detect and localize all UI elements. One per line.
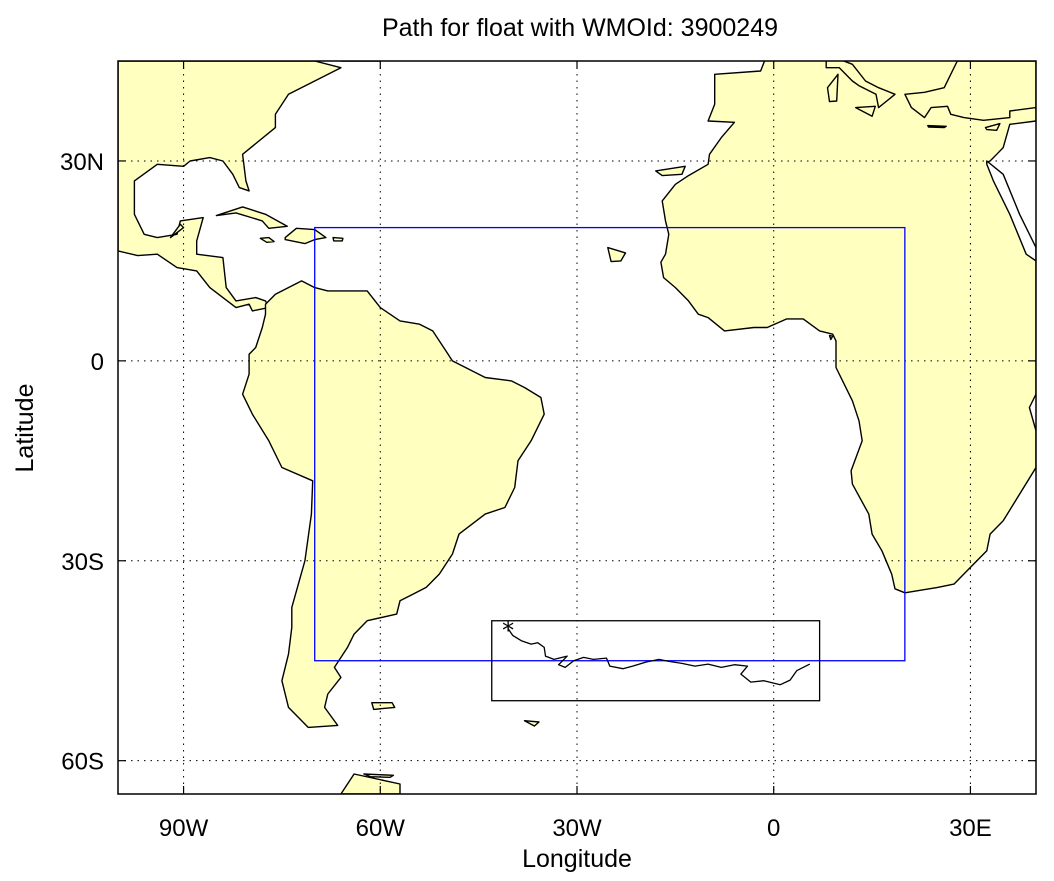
float-start-marker: * — [502, 617, 514, 645]
x-tick-label: 0 — [767, 815, 780, 842]
map-plot-area: * — [118, 61, 1036, 794]
x-tick-label: 90W — [159, 815, 209, 842]
land-crete — [927, 124, 947, 129]
axis-ticks: 90W 60W 30W 0 30E 30N 0 30S 60S — [60, 61, 1036, 842]
land-cape-verde — [607, 246, 627, 263]
land-falklands — [371, 702, 396, 711]
land-yucatan-bay — [169, 223, 185, 239]
land-jamaica — [259, 236, 275, 243]
land-americas-north — [118, 61, 342, 312]
land-antarctic-peninsula — [340, 773, 401, 794]
land-sicily — [855, 105, 876, 117]
land-canary — [655, 165, 686, 177]
x-tick-label: 30E — [949, 815, 992, 842]
y-tick-label: 30N — [60, 149, 104, 176]
y-tick-label: 60S — [61, 749, 104, 776]
land-south-america — [241, 280, 545, 729]
land-italy — [825, 61, 896, 109]
y-tick-label: 0 — [91, 349, 104, 376]
region-boxes — [314, 226, 906, 702]
land-puerto-rico — [332, 236, 344, 242]
land-cuba — [215, 206, 288, 229]
land-sardinia-corsica — [826, 73, 839, 103]
region-box — [314, 226, 906, 662]
y-tick-label: 30S — [61, 549, 104, 576]
x-tick-label: 30W — [552, 815, 602, 842]
land-south-shetlands — [363, 773, 395, 778]
land-south-georgia — [523, 720, 540, 727]
float-path-box — [491, 620, 821, 702]
x-tick-label: 60W — [356, 815, 406, 842]
land-greece-turkey — [904, 61, 1036, 121]
land-masses — [118, 61, 1036, 794]
land-africa-europe — [660, 61, 1036, 594]
land-cyprus — [984, 122, 1001, 131]
land-hispaniola — [284, 227, 327, 245]
float-trajectory: * — [502, 617, 811, 686]
sea-gulf-of-st-lawnence — [340, 61, 381, 62]
sea-red-sea — [986, 160, 1036, 262]
y-axis-title: Latitude — [11, 384, 39, 473]
land-bioko — [828, 334, 834, 341]
float-path-line — [507, 628, 811, 686]
map-title: Path for float with WMOId: 3900249 — [382, 14, 778, 42]
x-axis-title: Longitude — [522, 845, 632, 873]
